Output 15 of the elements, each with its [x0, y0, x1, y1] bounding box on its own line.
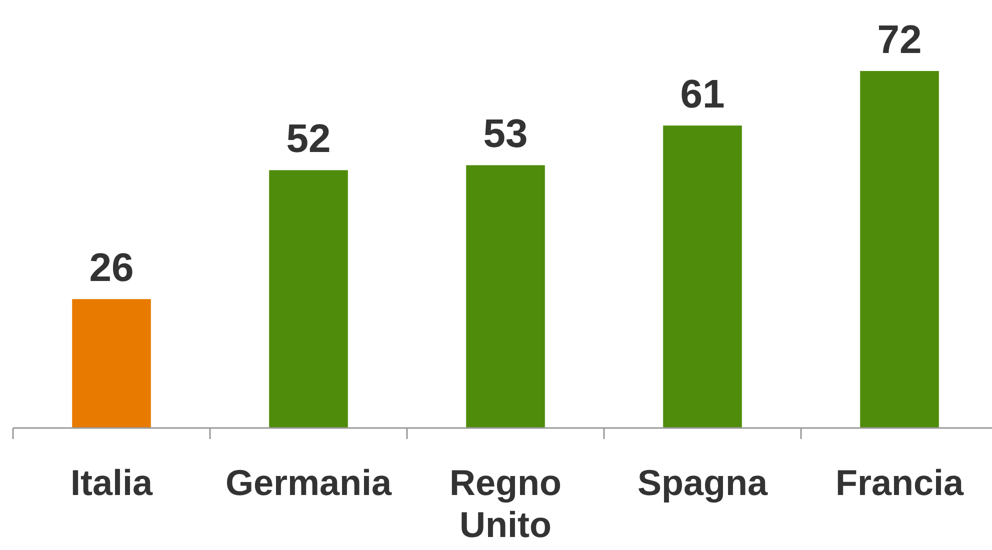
bar: [269, 170, 348, 428]
data-label: 52: [286, 117, 331, 162]
x-tick-label: Francia: [835, 462, 965, 503]
data-label: 61: [680, 72, 725, 117]
x-tick-label: Regno Unito: [450, 462, 562, 545]
x-tick-label: Italia: [70, 462, 154, 503]
data-label: 72: [877, 18, 922, 62]
x-tick-label: Spagna: [637, 462, 768, 503]
data-label: 26: [89, 246, 134, 290]
bar: [860, 71, 939, 428]
bar: [663, 126, 742, 428]
bar: [72, 299, 151, 428]
x-tick-label: Germania: [225, 462, 393, 503]
bar: [466, 165, 545, 428]
data-label: 53: [483, 112, 528, 156]
